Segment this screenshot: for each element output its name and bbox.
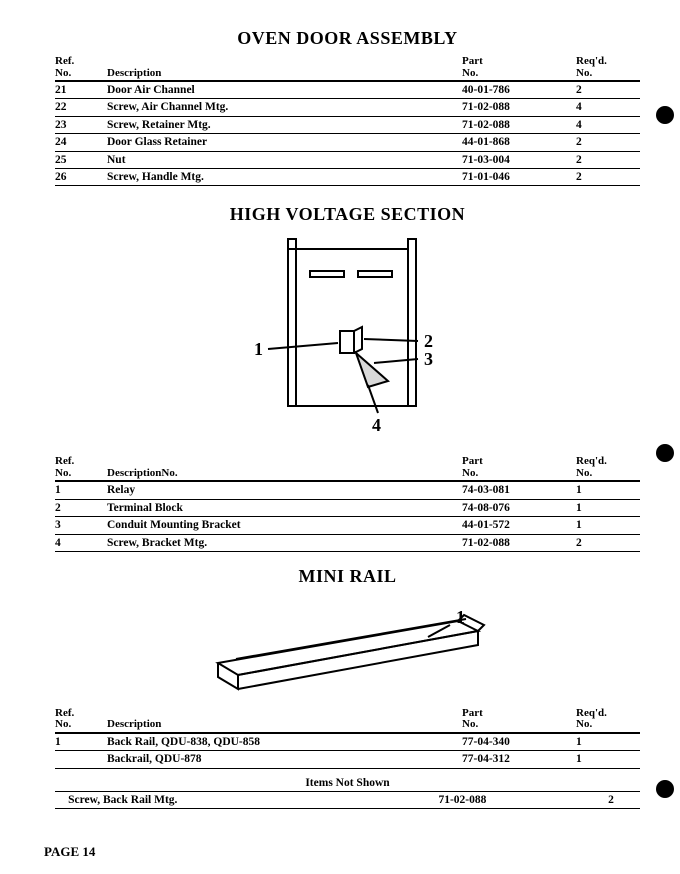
cell-req: 2 — [576, 534, 640, 551]
col-header-part: PartNo. — [462, 455, 576, 481]
cell-ref: 21 — [55, 81, 107, 99]
col-header-part: PartNo. — [462, 707, 576, 733]
callout-2: 2 — [424, 331, 433, 351]
cell-desc: Door Glass Retainer — [107, 134, 462, 151]
cell-req: 2 — [576, 134, 640, 151]
table-row: Screw, Back Rail Mtg.71-02-0882 — [55, 792, 640, 809]
col-header-req: Req'd.No. — [576, 707, 640, 733]
cell-part: 44-01-868 — [462, 134, 576, 151]
callout-4: 4 — [372, 415, 381, 435]
table-row: 2Terminal Block74-08-0761 — [55, 499, 640, 516]
col-header-req: Req'd.No. — [576, 55, 640, 81]
page-number: PAGE 14 — [44, 844, 95, 860]
section-title-high-voltage: HIGH VOLTAGE SECTION — [55, 204, 640, 225]
col-header-desc: Description — [107, 707, 462, 733]
cell-ref — [55, 751, 107, 768]
col-header-ref: Ref.No. — [55, 707, 107, 733]
cell-part: 71-02-088 — [462, 99, 576, 116]
cell-part: 74-08-076 — [462, 499, 576, 516]
cell-ref: 2 — [55, 499, 107, 516]
cell-desc: Screw, Handle Mtg. — [107, 168, 462, 185]
cell-req: 1 — [576, 499, 640, 516]
cell-ref: 23 — [55, 116, 107, 133]
cell-req: 2 — [576, 151, 640, 168]
cell-desc: Screw, Bracket Mtg. — [107, 534, 462, 551]
cell-req: 2 — [608, 792, 640, 809]
cell-req: 2 — [576, 81, 640, 99]
parts-tbody-oven-door: 21Door Air Channel40-01-786222Screw, Air… — [55, 81, 640, 186]
table-row: 22Screw, Air Channel Mtg.71-02-0884 — [55, 99, 640, 116]
cell-req: 4 — [576, 116, 640, 133]
table-row: 24Door Glass Retainer44-01-8682 — [55, 134, 640, 151]
cell-part: 77-04-312 — [462, 751, 576, 768]
parts-tbody-mini-rail: 1Back Rail, QDU-838, QDU-85877-04-3401Ba… — [55, 733, 640, 768]
table-row: 21Door Air Channel40-01-7862 — [55, 81, 640, 99]
cell-req: 1 — [576, 517, 640, 534]
parts-table-high-voltage: Ref.No. DescriptionNo. PartNo. Req'd.No.… — [55, 455, 640, 552]
cell-req: 2 — [576, 168, 640, 185]
callout-3: 3 — [424, 349, 433, 369]
cell-req: 4 — [576, 99, 640, 116]
items-not-shown-label: Items Not Shown — [55, 775, 640, 792]
cell-part: 40-01-786 — [462, 81, 576, 99]
col-header-ref: Ref.No. — [55, 455, 107, 481]
cell-desc: Conduit Mounting Bracket — [107, 517, 462, 534]
cell-req: 1 — [576, 733, 640, 751]
parts-table-not-shown: Screw, Back Rail Mtg.71-02-0882 — [55, 792, 640, 809]
table-row: 26Screw, Handle Mtg.71-01-0462 — [55, 168, 640, 185]
cell-part: 71-02-088 — [462, 534, 576, 551]
parts-table-oven-door: Ref.No. Description PartNo. Req'd.No. 21… — [55, 55, 640, 186]
cell-ref: 3 — [55, 517, 107, 534]
cell-part: 71-01-046 — [462, 168, 576, 185]
col-header-desc: Description — [107, 55, 462, 81]
cell-desc: Back Rail, QDU-838, QDU-858 — [107, 733, 462, 751]
table-row: 23Screw, Retainer Mtg.71-02-0884 — [55, 116, 640, 133]
cell-desc: Nut — [107, 151, 462, 168]
cell-part: 74-03-081 — [462, 481, 576, 499]
cell-req: 1 — [576, 481, 640, 499]
cell-desc: Screw, Air Channel Mtg. — [107, 99, 462, 116]
table-row: 1Relay74-03-0811 — [55, 481, 640, 499]
cell-desc: Terminal Block — [107, 499, 462, 516]
col-header-req: Req'd.No. — [576, 455, 640, 481]
cell-desc: Door Air Channel — [107, 81, 462, 99]
cell-part: 71-02-088 — [462, 116, 576, 133]
section-title-oven-door: OVEN DOOR ASSEMBLY — [55, 28, 640, 49]
table-row: 4Screw, Bracket Mtg.71-02-0882 — [55, 534, 640, 551]
cell-ref: 4 — [55, 534, 107, 551]
col-header-desc: DescriptionNo. — [107, 455, 462, 481]
table-row: 1Back Rail, QDU-838, QDU-85877-04-3401 — [55, 733, 640, 751]
cell-part: 44-01-572 — [462, 517, 576, 534]
section-title-mini-rail: MINI RAIL — [55, 566, 640, 587]
cell-desc: Screw, Back Rail Mtg. — [68, 792, 438, 809]
diagram-mini-rail: 1 — [55, 593, 640, 703]
col-header-ref: Ref.No. — [55, 55, 107, 81]
parts-tbody-not-shown: Screw, Back Rail Mtg.71-02-0882 — [55, 792, 640, 809]
callout-1: 1 — [456, 607, 465, 627]
table-row: 25Nut71-03-0042 — [55, 151, 640, 168]
diagram-high-voltage: 1 2 3 4 — [55, 231, 640, 451]
page-body: OVEN DOOR ASSEMBLY Ref.No. Description P… — [0, 0, 680, 819]
parts-table-mini-rail: Ref.No. Description PartNo. Req'd.No. 1B… — [55, 707, 640, 769]
table-row: Backrail, QDU-87877-04-3121 — [55, 751, 640, 768]
col-header-part: PartNo. — [462, 55, 576, 81]
cell-part: 71-03-004 — [462, 151, 576, 168]
cell-ref: 24 — [55, 134, 107, 151]
cell-desc: Backrail, QDU-878 — [107, 751, 462, 768]
cell-ref — [55, 792, 68, 809]
cell-part: 77-04-340 — [462, 733, 576, 751]
cell-ref: 1 — [55, 481, 107, 499]
cell-ref: 25 — [55, 151, 107, 168]
cell-req: 1 — [576, 751, 640, 768]
cell-ref: 1 — [55, 733, 107, 751]
parts-tbody-high-voltage: 1Relay74-03-08112Terminal Block74-08-076… — [55, 481, 640, 551]
callout-1: 1 — [254, 339, 263, 359]
cell-part: 71-02-088 — [438, 792, 608, 809]
cell-ref: 22 — [55, 99, 107, 116]
cell-desc: Screw, Retainer Mtg. — [107, 116, 462, 133]
cell-desc: Relay — [107, 481, 462, 499]
table-row: 3Conduit Mounting Bracket44-01-5721 — [55, 517, 640, 534]
cell-ref: 26 — [55, 168, 107, 185]
